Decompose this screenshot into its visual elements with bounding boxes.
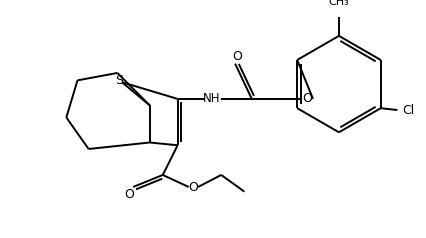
Text: O: O	[302, 92, 312, 105]
Text: O: O	[188, 180, 199, 193]
Text: Cl: Cl	[403, 104, 414, 117]
Text: O: O	[232, 50, 242, 63]
Text: S: S	[115, 74, 123, 87]
Text: CH₃: CH₃	[328, 0, 349, 7]
Text: O: O	[124, 188, 134, 201]
Text: NH: NH	[203, 92, 221, 105]
